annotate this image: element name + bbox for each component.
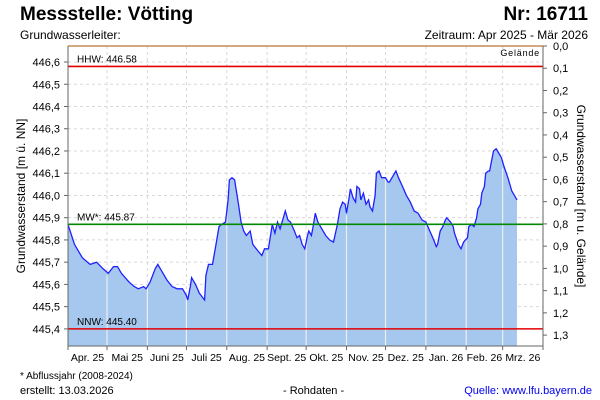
y-tick-label-left: 446,3 [32,124,60,136]
x-tick-label: Jan. 26 [429,352,464,364]
y-axis-title-left: Grundwasserstand [m ü. NN] [14,119,28,274]
reference-label-mw: MW*: 445.87 [77,212,135,223]
y-tick-label-left: 446,1 [32,168,60,180]
y-tick-label-right: 0,6 [553,174,568,186]
station-title: Messstelle: Vötting [20,4,194,25]
x-tick-label: Feb. 26 [467,352,503,364]
y-tick-label-right: 1,2 [553,308,568,320]
y-tick-label-left: 445,6 [32,279,60,291]
y-tick-label-left: 445,4 [32,324,60,336]
y-tick-label-left: 446,0 [32,190,60,202]
period-label: Zeitraum: Apr 2025 - Mär 2026 [424,28,588,42]
y-tick-label-left: 446,2 [32,146,60,158]
x-tick-label: Dez. 25 [388,352,424,364]
y-tick-label-left: 446,6 [32,57,60,69]
x-tick-label: Juli 25 [191,352,222,364]
x-tick-label: Nov. 25 [348,352,384,364]
series-line [67,147,518,302]
footnote: * Abflussjahr (2008-2024) [20,371,133,382]
y-tick-label-right: 0,7 [553,197,568,209]
station-number: Nr: 16711 [503,4,588,25]
y-axis-title-right: Grundwasserstand [m u. Gelände] [574,105,588,288]
y-tick-label-left: 445,7 [32,257,60,269]
x-tick-label: Mai 25 [111,352,143,364]
y-tick-label-left: 445,5 [32,302,60,314]
raw-data-note: - Rohdaten - [283,385,345,397]
y-tick-label-left: 446,5 [32,79,60,91]
y-tick-label-right: 0,4 [553,130,568,142]
y-tick-label-right: 0,2 [553,85,568,97]
y-tick-label-right: 0,8 [553,219,568,231]
x-tick-label: Juni 25 [150,352,184,364]
source-link[interactable]: Quelle: www.lfu.bayern.de [464,385,592,397]
x-tick-label: Apr. 25 [71,352,104,364]
x-tick-label: Mrz. 26 [505,352,540,364]
y-tick-label-right: 1,0 [553,263,568,275]
aquifer-label: Grundwasserleiter: [20,28,121,42]
x-tick-label: Aug. 25 [229,352,265,364]
y-tick-label-right: 0,0 [553,41,568,53]
y-tick-label-left: 446,4 [32,101,60,113]
reference-label-hhw: HHW: 446.58 [77,54,137,65]
y-tick-label-right: 0,3 [553,108,568,120]
x-tick-label: Okt. 25 [309,352,343,364]
x-tick-label: Sept. 25 [267,352,306,364]
y-tick-label-left: 445,8 [32,235,60,247]
y-tick-label-right: 0,5 [553,152,568,164]
ground-label: Gelände [500,48,540,58]
series-area [68,148,517,346]
y-tick-label-right: 0,1 [553,63,568,75]
reference-label-nnw: NNW: 445.40 [77,317,137,328]
y-tick-label-right: 0,9 [553,241,568,253]
y-tick-label-right: 1,3 [553,330,568,342]
y-tick-label-left: 445,9 [32,213,60,225]
y-tick-label-right: 1,1 [553,286,568,298]
created-date: erstellt: 13.03.2026 [20,385,114,397]
